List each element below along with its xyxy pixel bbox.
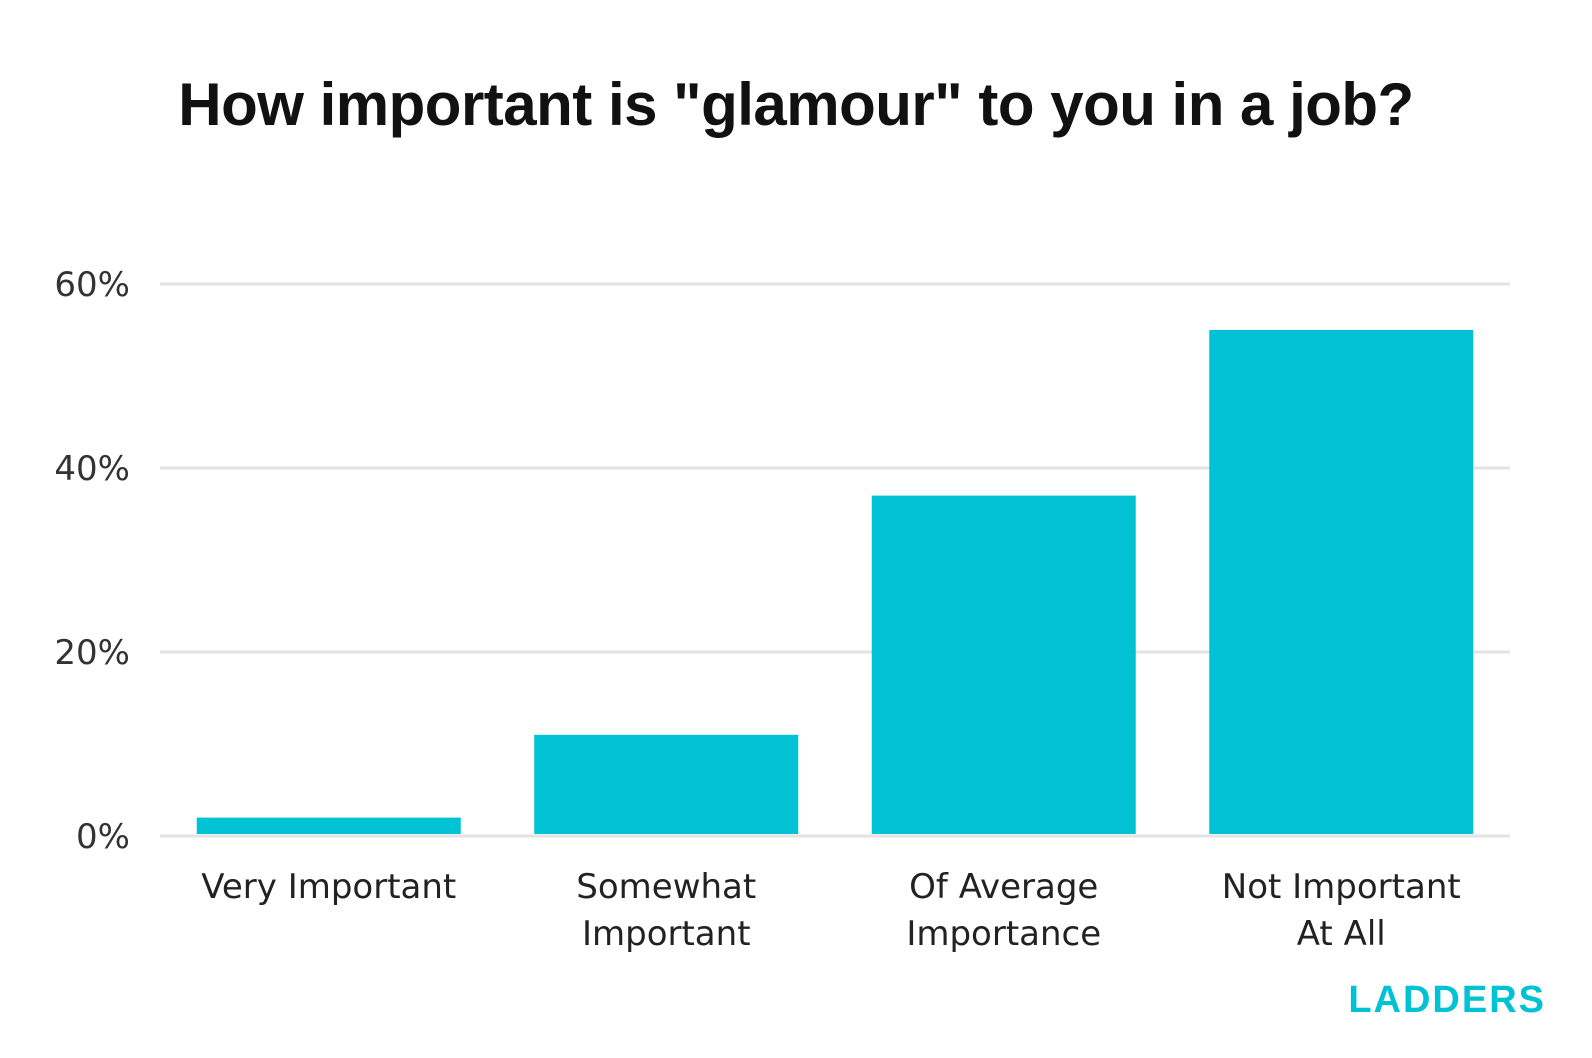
x-tick-label-line: Very Important	[201, 867, 456, 907]
y-tick-label: 40%	[54, 449, 130, 489]
x-tick-label-line: Not Important	[1222, 867, 1461, 907]
bar	[534, 734, 799, 834]
y-axis-ticks: 0% 20% 40% 60%	[54, 265, 130, 857]
x-tick-label-line: Important	[582, 914, 751, 954]
bar	[196, 817, 461, 834]
x-tick-label-line: Somewhat	[576, 867, 756, 907]
x-axis-labels: Very Important Somewhat Important Of Averag…	[201, 867, 1460, 954]
x-tick-label-line: Importance	[906, 914, 1101, 954]
chart-title: How important is "glamour" to you in a j…	[178, 71, 1414, 138]
x-tick-label: Very Important	[201, 867, 456, 907]
x-tick-label: Somewhat Important	[576, 867, 756, 954]
x-tick-label-line: Of Average	[909, 867, 1098, 907]
y-tick-label: 20%	[54, 633, 130, 673]
x-tick-label-line: At All	[1297, 914, 1386, 954]
y-tick-label: 0%	[76, 817, 130, 857]
x-tick-label: Of Average Importance	[906, 867, 1101, 954]
bar	[871, 495, 1136, 834]
ladders-logo: LADDERS	[1348, 979, 1546, 1021]
x-tick-label: Not Important At All	[1222, 867, 1461, 954]
bar	[1209, 330, 1474, 834]
bars	[196, 330, 1474, 834]
y-tick-label: 60%	[54, 265, 130, 305]
